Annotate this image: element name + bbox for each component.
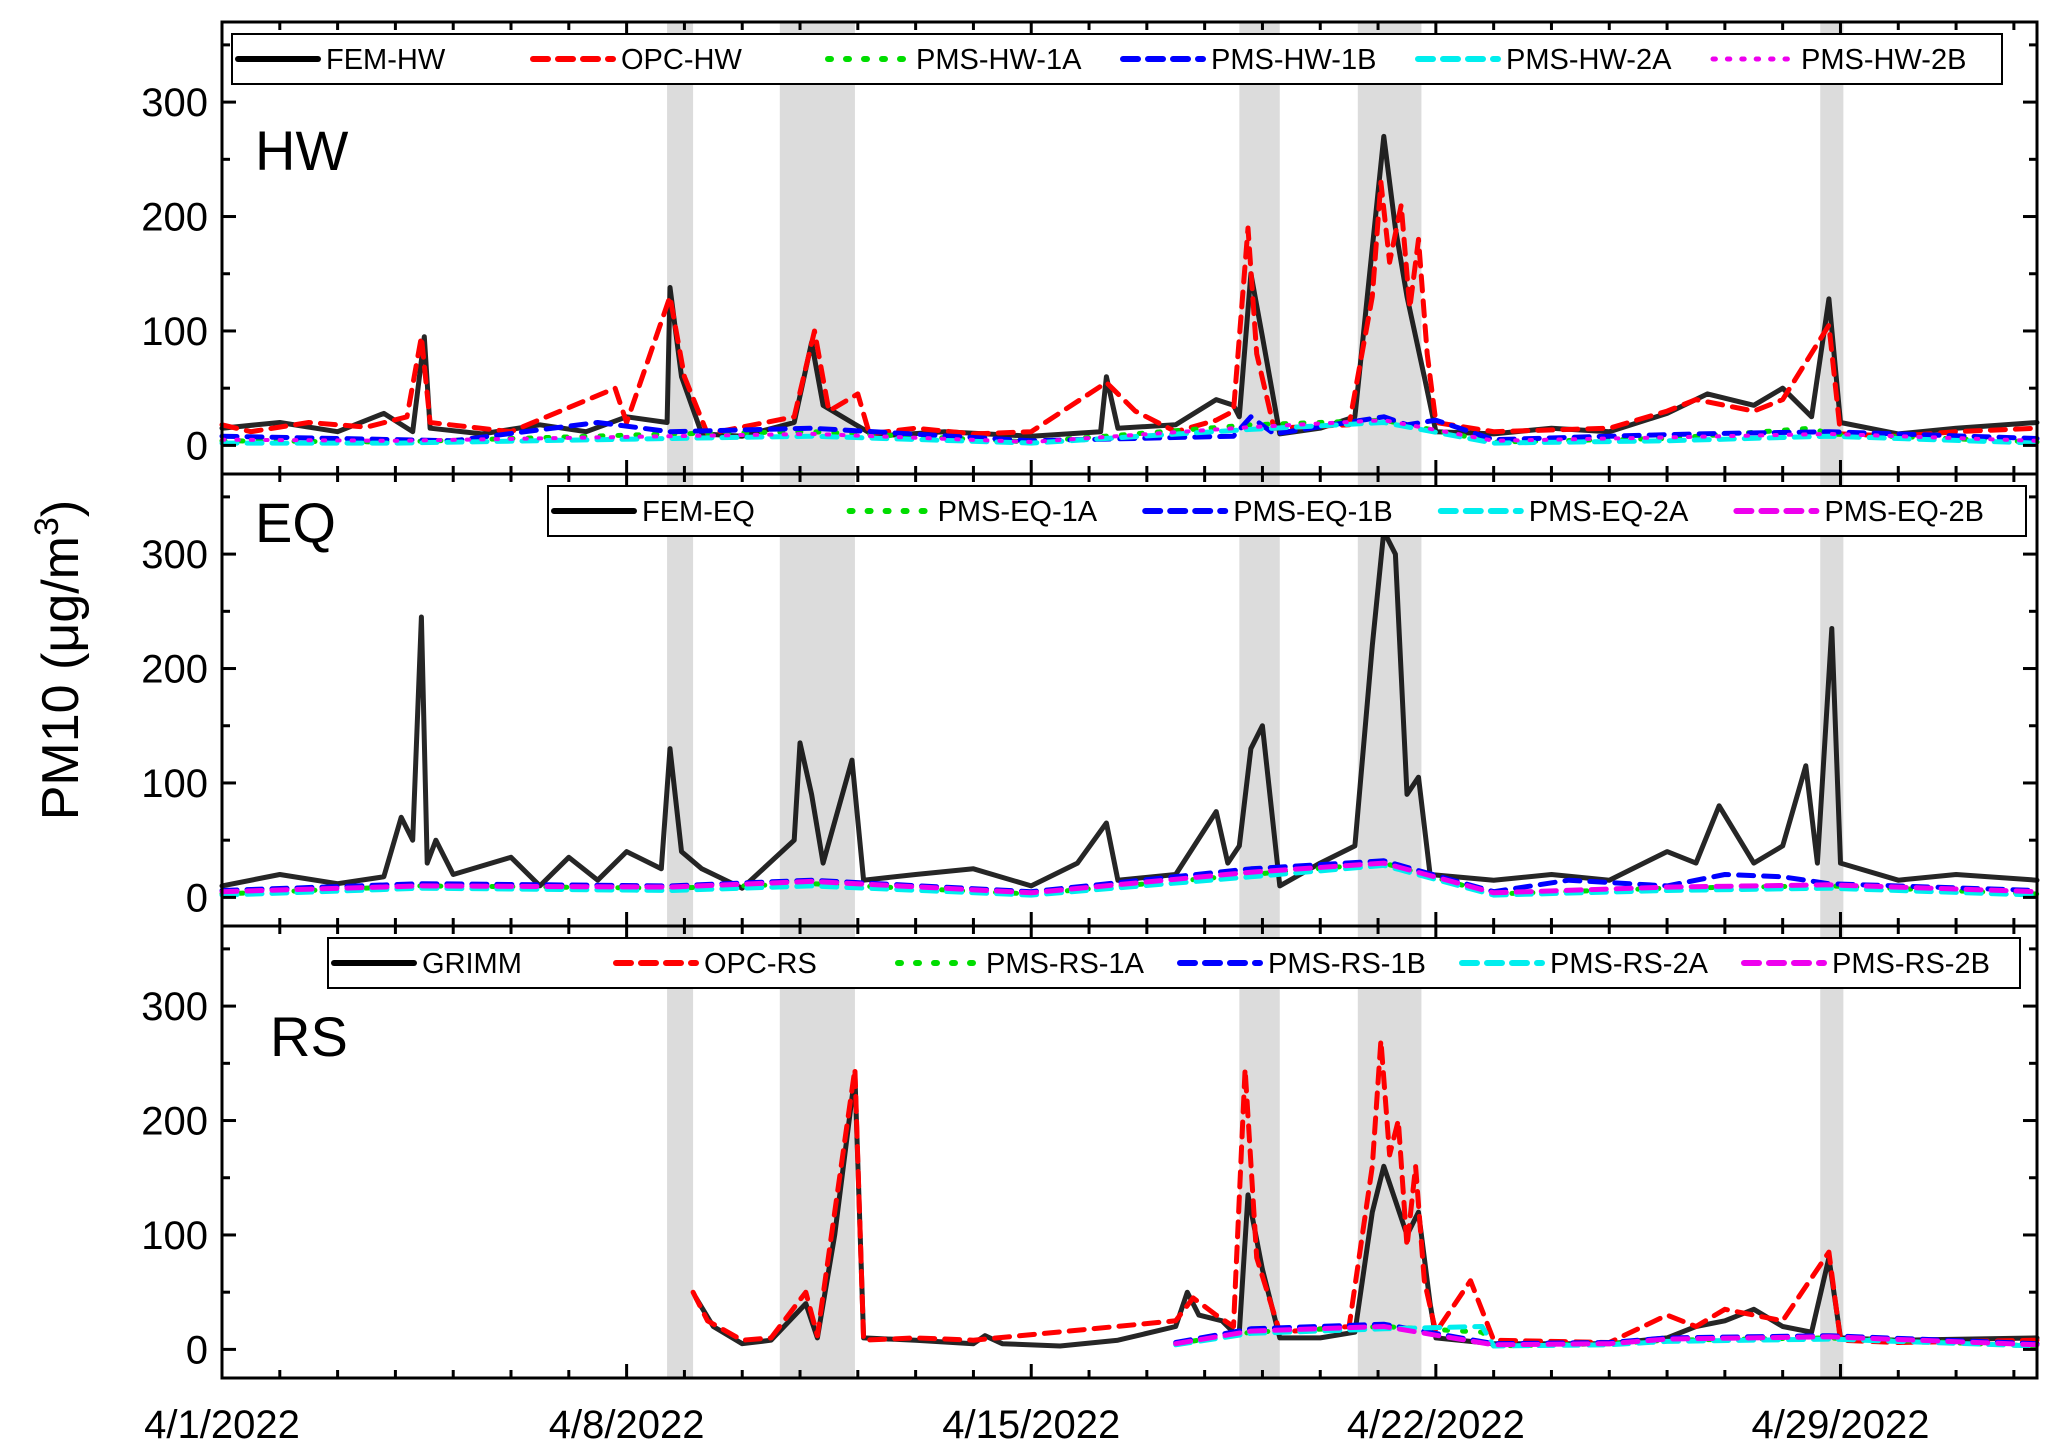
series-fem-hw	[219, 133, 2040, 439]
legend-label-opc-rs: OPC-RS	[704, 948, 817, 980]
panel-label-hw: HW	[255, 119, 348, 182]
plot-frames	[220, 20, 2039, 1380]
y-tick-label: 300	[141, 81, 208, 125]
legend-label-pms-rs-1b: PMS-RS-1B	[1268, 948, 1426, 980]
shaded-event-bands	[667, 22, 1844, 1378]
legend-label-pms-rs-2b: PMS-RS-2B	[1832, 948, 1990, 980]
series-pms-hw-2b	[220, 418, 2039, 444]
y-tick-label: 300	[141, 985, 208, 1029]
legend-label-pms-rs-2a: PMS-RS-2A	[1550, 948, 1709, 980]
legend-label-pms-eq-2b: PMS-EQ-2B	[1824, 496, 1984, 528]
shaded-band-5	[1820, 22, 1844, 1378]
y-tick-label: 200	[141, 1100, 208, 1144]
legend-label-grimm: GRIMM	[422, 948, 522, 980]
panel-hw-series	[219, 133, 2040, 446]
series-pms-eq-2b	[219, 860, 2040, 896]
legend-label-pms-hw-2a: PMS-HW-2A	[1506, 44, 1672, 76]
x-tick-label: 4/8/2022	[549, 1403, 705, 1447]
y-axis-label-close: )	[32, 500, 90, 517]
legend-eq: FEM-EQ PMS-EQ-1A PMS-EQ-1B PMS-EQ-2A PMS-EQ-…	[547, 485, 2027, 537]
y-tick-label: 200	[141, 196, 208, 240]
legend-box	[327, 937, 2021, 989]
series-pms-eq-1b	[219, 858, 2040, 895]
x-tick-label: 4/15/2022	[942, 1403, 1120, 1447]
legend-label-pms-rs-1a: PMS-RS-1A	[986, 948, 1145, 980]
x-tick-label: 4/22/2022	[1347, 1403, 1525, 1447]
panel-eq-series	[219, 528, 2040, 898]
panel-label-rs: RS	[270, 1005, 348, 1068]
series-layer	[219, 133, 2040, 1349]
y-axis-label-superscript: 3	[28, 517, 66, 536]
legends: FEM-HW OPC-HW PMS-HW-1A PMS-HW-1B PMS-HW-2A P…	[231, 33, 2027, 989]
legend-label-opc-hw: OPC-HW	[621, 44, 742, 76]
panel-frame-rs	[220, 924, 2039, 1380]
shaded-band-3	[1239, 22, 1280, 1378]
series-opc-hw	[219, 179, 2040, 439]
legend-label-pms-eq-1b: PMS-EQ-1B	[1233, 496, 1393, 528]
y-axis-label-main: PM10 (μg/m	[32, 536, 90, 820]
panel-rs-series	[690, 1037, 2040, 1349]
y-tick-label: 0	[186, 876, 208, 920]
panel-label-eq: EQ	[255, 491, 336, 554]
legend-label-pms-hw-1a: PMS-HW-1A	[916, 44, 1082, 76]
y-tick-label: 100	[141, 1214, 208, 1258]
y-tick-label: 100	[141, 310, 208, 354]
series-pms-hw-2a	[219, 420, 2040, 446]
series-pms-hw-1b	[219, 414, 2040, 444]
y-axis-label: PM10 (μg/m3)	[28, 500, 90, 821]
y-tick-label: 300	[141, 533, 208, 577]
series-fem-eq	[219, 528, 2040, 891]
panel-labels: HW EQ RS	[255, 119, 348, 1068]
legend-hw: FEM-HW OPC-HW PMS-HW-1A PMS-HW-1B PMS-HW-2A P…	[231, 33, 2003, 85]
series-opc-rs	[690, 1037, 2040, 1345]
legend-label-pms-hw-1b: PMS-HW-1B	[1211, 44, 1376, 76]
series-pms-eq-2a	[219, 862, 2040, 898]
shaded-band-1	[667, 22, 694, 1378]
legend-box	[231, 33, 2003, 85]
legend-label-fem-eq: FEM-EQ	[642, 496, 755, 528]
legend-box	[547, 485, 2027, 537]
legend-rs: GRIMM OPC-RS PMS-RS-1A PMS-RS-1B PMS-RS-2A PM…	[327, 937, 2021, 989]
legend-label-pms-eq-1a: PMS-EQ-1A	[938, 496, 1098, 528]
legend-label-pms-eq-2a: PMS-EQ-2A	[1529, 496, 1689, 528]
y-tick-label: 0	[186, 424, 208, 468]
series-pms-rs-2b	[1173, 1324, 2040, 1348]
y-tick-label: 0	[186, 1328, 208, 1372]
x-tick-label: 4/1/2022	[144, 1403, 300, 1447]
x-tick-label: 4/29/2022	[1751, 1403, 1929, 1447]
y-tick-label: 100	[141, 762, 208, 806]
legend-label-fem-hw: FEM-HW	[326, 44, 446, 76]
y-tick-label: 200	[141, 648, 208, 692]
legend-label-pms-hw-2b: PMS-HW-2B	[1801, 44, 1966, 76]
